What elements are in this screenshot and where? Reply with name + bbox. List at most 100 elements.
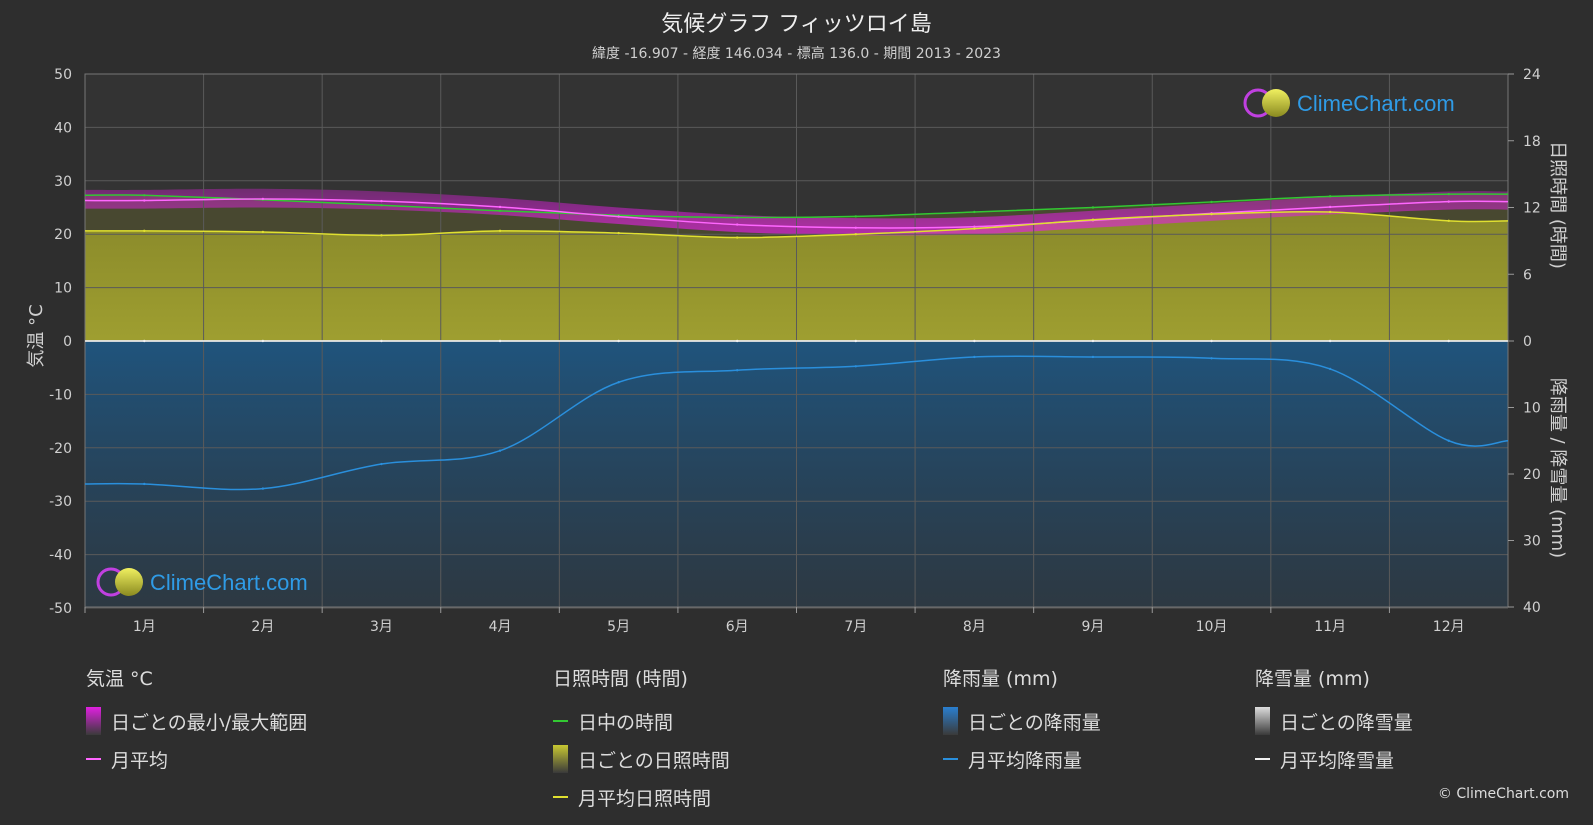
series-point-temperature (854, 226, 857, 229)
logo-top[interactable]: ClimeChart.com (1243, 88, 1455, 118)
series-point-sunshine (1447, 192, 1450, 196)
series-point-sunshine (261, 230, 265, 234)
temp-tick-label: 30 (54, 174, 72, 190)
temp-tick-label: -50 (49, 601, 72, 617)
legend-item[interactable]: 日ごとの日照時間 (553, 740, 730, 778)
logo-text-bottom: ClimeChart.com (150, 570, 308, 595)
legend-swatch-line-icon (553, 720, 568, 722)
legend-item-label: 月平均 (111, 749, 169, 772)
legend-item[interactable]: 日ごとの降雨量 (943, 702, 1101, 740)
series-line-sunshine (84, 193, 1509, 219)
month-tick-label: 6月 (726, 619, 749, 635)
left-axis-title: 気温 °C (26, 304, 47, 367)
temp-tick-label: -30 (49, 494, 72, 510)
series-point-precipitation (973, 355, 976, 359)
series-point-precipitation (1210, 339, 1213, 343)
legend-swatch-box-icon (943, 707, 958, 735)
legend-group-title: 日照時間 (時間) (553, 668, 688, 690)
series-line-temperature (84, 198, 1509, 229)
series-point-precipitation (736, 369, 739, 372)
legend-group-title: 降雪量 (mm) (1255, 668, 1370, 690)
climate-chart: 50 40 30 20 10 0 -10 -20 -30 -40 -50 24 18 12 6 0 10 20 30… (26, 67, 1568, 635)
series-point-sunshine (617, 231, 620, 235)
legend-swatch-box-icon (1255, 707, 1270, 735)
series-point-sunshine (380, 204, 383, 207)
series-point-sunshine (1091, 218, 1095, 221)
sunshine-tick-label: 6 (1523, 267, 1532, 283)
sunshine-tick-label: 24 (1523, 67, 1541, 83)
sunshine-tick-label: 0 (1523, 334, 1532, 350)
temp-tick-label: 50 (54, 67, 72, 83)
precip-tick-label: 20 (1523, 467, 1541, 483)
series-point-precipitation (1447, 439, 1450, 442)
legend-item[interactable]: 日ごとの最小/最大範囲 (86, 702, 307, 740)
series-point-temperature (261, 197, 265, 201)
series-point-precipitation (617, 381, 620, 384)
legend-item[interactable]: 日ごとの降雪量 (1255, 702, 1413, 740)
series-point-temperature (973, 225, 976, 228)
legend-swatch-line-icon (86, 758, 101, 760)
series-point-sunshine (1210, 212, 1213, 216)
logo-sun-icon (115, 568, 143, 596)
series-point-precipitation (1328, 367, 1332, 371)
legend-item[interactable]: 月平均降雪量 (1255, 740, 1413, 778)
legend-swatch-line-icon (943, 758, 958, 760)
logo-bottom[interactable]: ClimeChart.com (96, 567, 308, 597)
legend-group-rain: 降雨量 (mm) 日ごとの降雨量 月平均降雨量 (943, 664, 1101, 778)
month-tick-label: 4月 (489, 619, 512, 635)
series-point-sunshine (1091, 206, 1095, 209)
series-point-temperature (736, 223, 739, 226)
legend-item-label: 月平均日照時間 (578, 787, 712, 810)
series-point-precipitation (854, 339, 857, 343)
series-point-sunshine (736, 236, 739, 239)
chart-title: 気候グラフ フィッツロイ島 (661, 12, 932, 37)
sunshine-tick-label: 12 (1523, 201, 1541, 217)
legend-item[interactable]: 月平均日照時間 (553, 778, 730, 816)
series-point-sunshine (1210, 200, 1213, 204)
series-point-precipitation (1091, 339, 1095, 343)
series-point-precipitation (973, 339, 976, 343)
legend-item-label: 日ごとの降雨量 (968, 711, 1101, 734)
series-point-sunshine (498, 209, 502, 213)
series-line-sunshine (84, 210, 1509, 239)
temp-tick-label: 20 (54, 227, 72, 243)
series-point-temperature (1328, 205, 1332, 209)
series-point-precipitation (1091, 355, 1095, 359)
temp-tick-label: 0 (63, 334, 72, 350)
month-tick-label: 3月 (370, 619, 393, 635)
precip-tick-label: 40 (1523, 600, 1541, 616)
month-tick-label: 1月 (133, 619, 156, 635)
temp-tick-label: -10 (49, 387, 72, 403)
legend-item[interactable]: 月平均降雨量 (943, 740, 1101, 778)
legend-group-title: 気温 °C (86, 668, 153, 690)
series-point-precipitation (854, 365, 857, 368)
series-point-sunshine (854, 233, 857, 236)
series-point-temperature (1447, 200, 1450, 203)
series-point-precipitation (261, 339, 265, 343)
legend-swatch-box-icon (86, 707, 101, 735)
series-point-precipitation (498, 339, 502, 343)
precip-tick-label: 10 (1523, 401, 1541, 417)
precip-tick-label: 30 (1523, 534, 1541, 550)
series-point-precipitation (498, 449, 502, 452)
copyright: © ClimeChart.com (1437, 786, 1569, 802)
series-point-precipitation (1210, 357, 1213, 360)
series-point-temperature (143, 199, 146, 202)
series-line-precipitation (84, 355, 1509, 491)
series-point-sunshine (143, 229, 146, 233)
temp-tick-label: 10 (54, 281, 72, 297)
series-point-precipitation (380, 462, 383, 466)
legend-item[interactable]: 月平均 (86, 740, 307, 778)
legend-item-label: 日ごとの降雪量 (1280, 711, 1413, 734)
legend-item[interactable]: 日中の時間 (553, 702, 730, 740)
temp-tick-label: -20 (49, 441, 72, 457)
legend-group-temperature: 気温 °C 日ごとの最小/最大範囲 月平均 (86, 664, 307, 778)
temp-tick-label: -40 (49, 548, 72, 564)
series-point-temperature (498, 205, 502, 209)
series-point-sunshine (736, 216, 739, 219)
series-point-precipitation (1447, 339, 1450, 343)
legend-item-label: 日ごとの最小/最大範囲 (111, 711, 308, 734)
series-point-precipitation (143, 482, 146, 486)
logo-text-top: ClimeChart.com (1297, 91, 1455, 116)
series-point-sunshine (380, 234, 383, 237)
